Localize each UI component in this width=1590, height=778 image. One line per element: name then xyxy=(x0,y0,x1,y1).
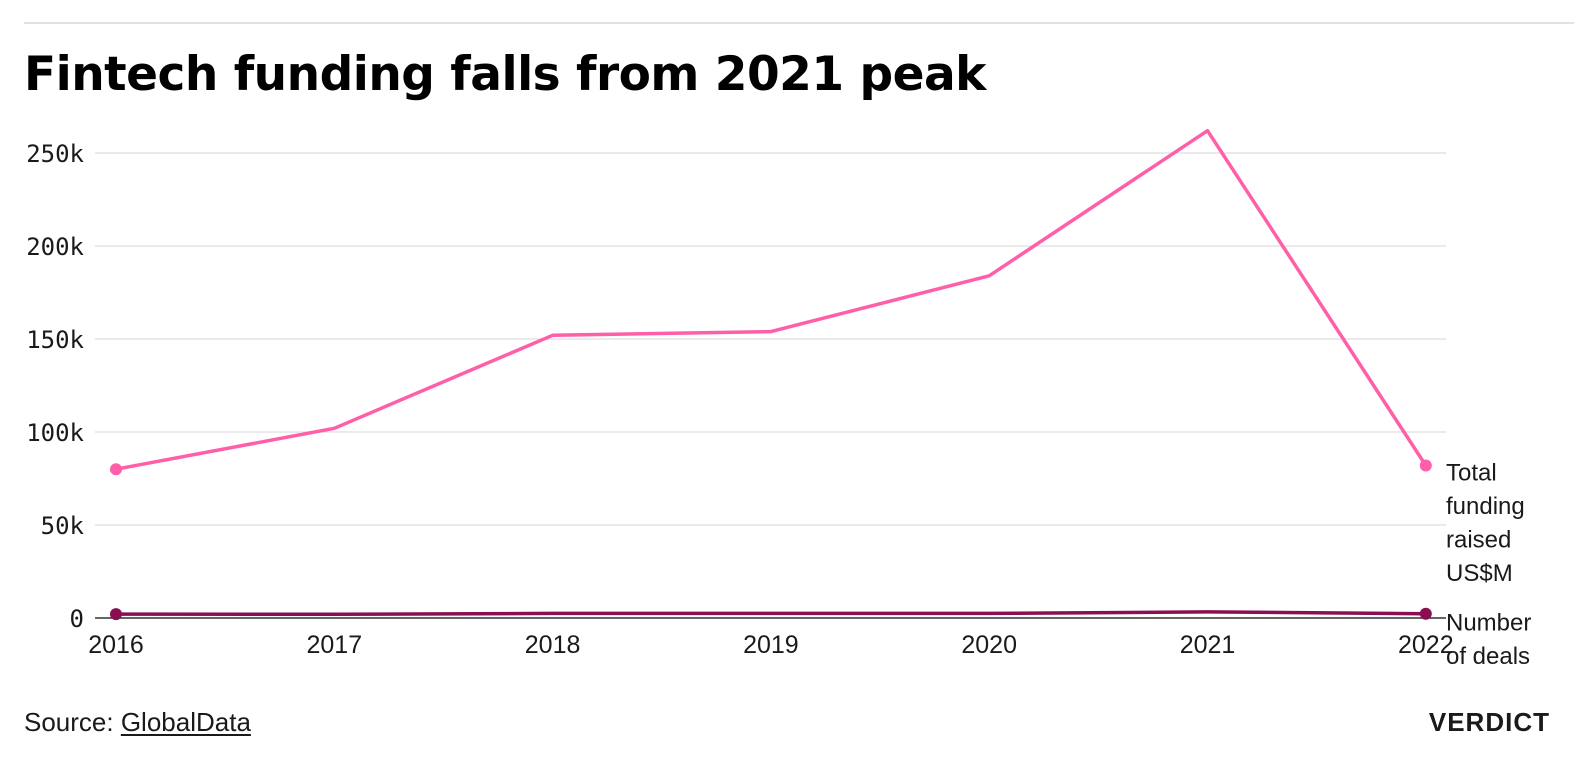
source-link[interactable]: GlobalData xyxy=(120,707,251,737)
series-label-line: Number xyxy=(1446,609,1531,636)
y-tick-label: 100k xyxy=(26,419,84,447)
y-tick-label: 250k xyxy=(26,140,84,168)
x-axis: 2016 2017 2018 2019 2020 2021 2022 xyxy=(88,631,1453,659)
brand-logo: VERDICT xyxy=(1428,707,1550,737)
series-label-line: US$M xyxy=(1446,560,1513,587)
x-tick-label: 2021 xyxy=(1180,631,1236,659)
x-tick-label: 2020 xyxy=(961,631,1017,659)
series-label-line: raised xyxy=(1446,526,1511,553)
series-label-funding: Total funding raised US$M xyxy=(1446,459,1525,587)
data-point-marker xyxy=(110,608,122,621)
y-axis: 0 50k 100k 150k 200k 250k xyxy=(26,140,84,633)
x-tick-label: 2017 xyxy=(306,631,362,659)
y-tick-label: 0 xyxy=(70,605,84,633)
data-point-marker xyxy=(1419,459,1432,472)
y-tick-label: 150k xyxy=(26,326,84,354)
y-tick-label: 200k xyxy=(26,233,84,261)
x-tick-label: 2018 xyxy=(525,631,581,659)
series-line-deals xyxy=(114,610,1428,617)
series-label-deals: Number of deals xyxy=(1446,609,1531,670)
series-lines xyxy=(110,128,1432,621)
source-note: Source: GlobalData xyxy=(24,704,251,740)
chart-title: Fintech funding falls from 2021 peak xyxy=(24,47,986,102)
series-labels: Total funding raised US$M Number of deals xyxy=(1446,459,1531,670)
gridlines xyxy=(95,152,1446,619)
x-tick-label: 2022 xyxy=(1398,631,1454,659)
top-divider xyxy=(24,22,1574,24)
series-label-line: Total xyxy=(1446,459,1497,486)
series-line-funding xyxy=(114,128,1428,471)
source-prefix: Source: xyxy=(24,707,121,737)
data-point-marker xyxy=(1419,607,1432,620)
x-tick-label: 2016 xyxy=(88,631,144,659)
y-tick-label: 50k xyxy=(41,512,85,540)
x-tick-label: 2019 xyxy=(743,631,799,659)
series-label-line: of deals xyxy=(1446,643,1530,670)
series-label-line: funding xyxy=(1446,493,1525,520)
data-point-marker xyxy=(110,463,122,476)
line-chart: 0 50k 100k 150k 200k 250k 2016 2017 2018 2019 202… xyxy=(26,128,1531,670)
